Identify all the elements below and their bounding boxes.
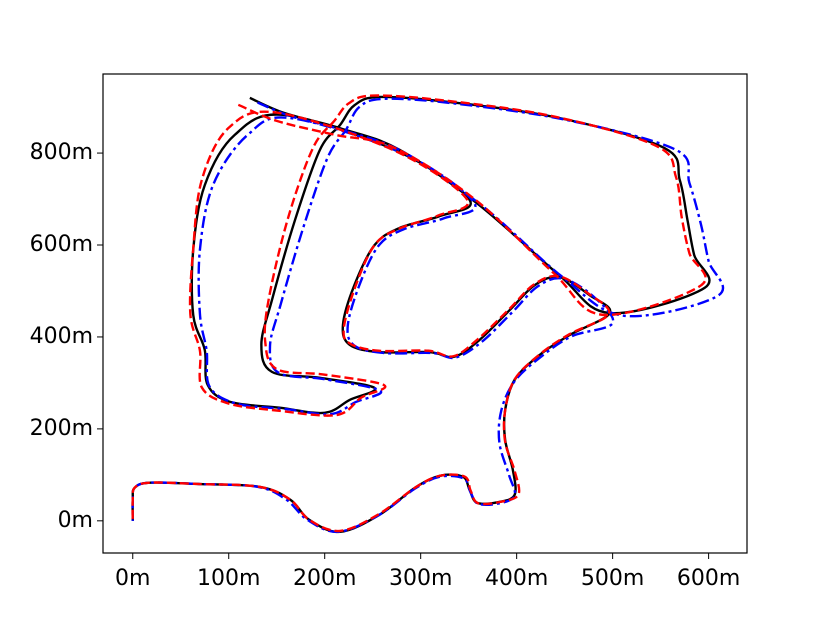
x-tick-label: 200m [293,566,356,591]
trajectory-line [131,97,725,534]
plot-lines [131,94,725,534]
y-tick-label: 200m [30,416,93,441]
x-tick-label: 100m [197,566,260,591]
x-tick-label: 400m [485,566,548,591]
y-tick-label: 400m [30,324,93,349]
y-tick-label: 0m [58,508,93,533]
y-tick-label: 800m [30,140,93,165]
x-tick-label: 600m [677,566,740,591]
x-tick-label: 300m [389,566,452,591]
trajectory-line [131,94,707,533]
x-tick-label: 0m [115,566,150,591]
trajectory-line [131,95,711,534]
y-tick-label: 600m [30,232,93,257]
plot-frame [102,73,748,554]
x-tick-label: 500m [581,566,644,591]
